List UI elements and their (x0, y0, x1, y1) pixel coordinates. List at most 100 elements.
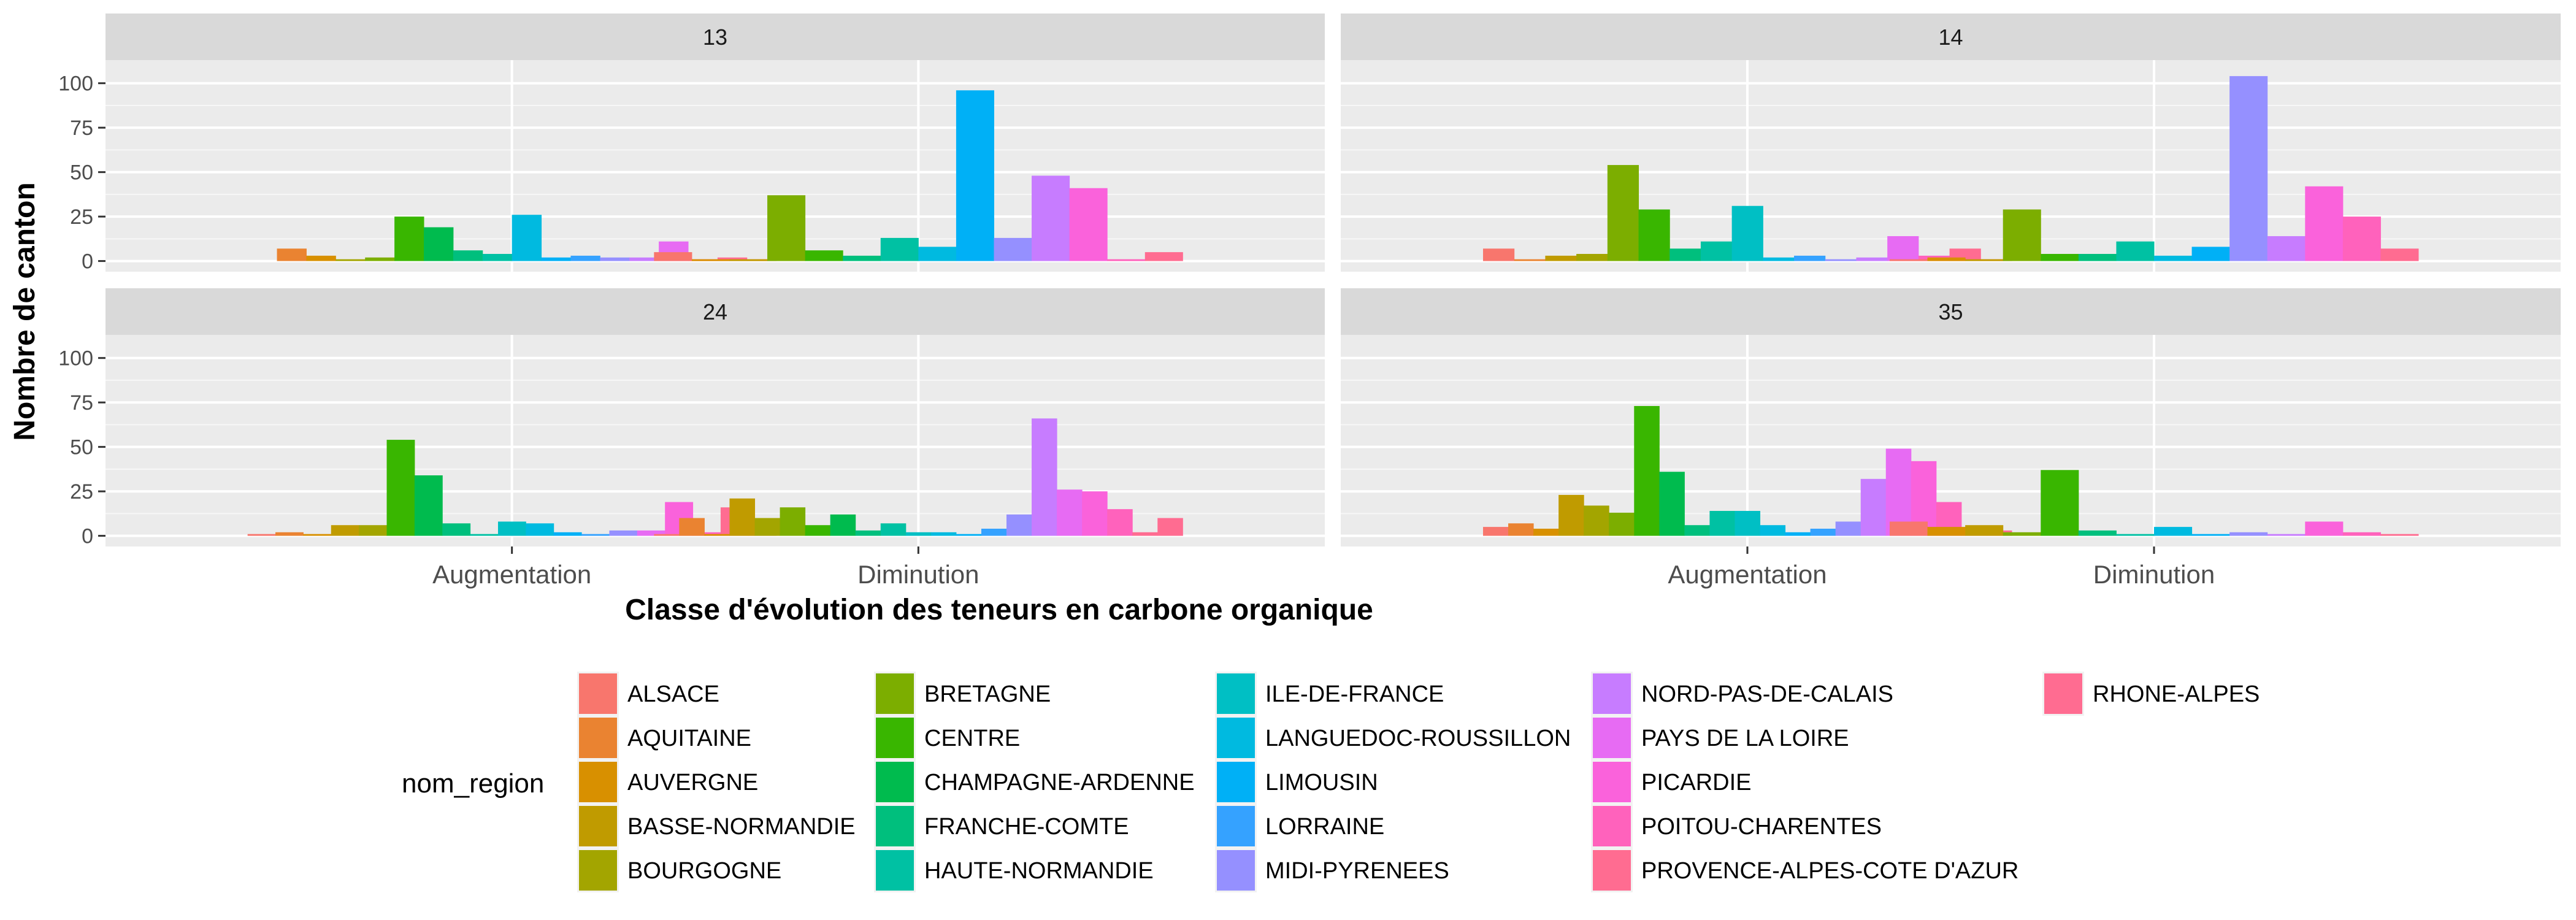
bar (2229, 76, 2268, 261)
bar (1508, 523, 1534, 536)
legend-title: nom_region (402, 769, 544, 799)
bar (1483, 248, 1515, 261)
bar (2041, 470, 2079, 536)
bar (1634, 405, 1660, 536)
bar (2342, 217, 2381, 261)
bar (1558, 494, 1584, 536)
legend-entry: ILE-DE-FRANCE (1215, 672, 1444, 716)
bar (704, 534, 730, 536)
legend-label: MIDI-PYRENEES (1265, 858, 1449, 884)
legend-label: PICARDIE (1641, 770, 1751, 795)
bar (570, 255, 600, 261)
legend-swatch (876, 762, 914, 802)
bar (2078, 254, 2117, 261)
bar (1887, 236, 1919, 261)
legend-swatch (579, 850, 617, 891)
bar (470, 534, 499, 536)
bar (1794, 255, 1826, 261)
bar (1659, 472, 1685, 536)
bar (600, 257, 630, 261)
bar (2305, 521, 2344, 536)
legend-label: CENTRE (924, 726, 1020, 751)
bar (2342, 532, 2381, 536)
bar (780, 507, 806, 536)
bar (930, 532, 957, 536)
bar (2191, 534, 2230, 536)
bar (1032, 175, 1070, 261)
legend-label: BASSE-NORMANDIE (627, 814, 856, 840)
facet-strip-label: 14 (1938, 25, 1963, 50)
legend-entry: CHAMPAGNE-ARDENNE (874, 760, 1195, 804)
legend-label: LANGUEDOC-ROUSSILLON (1265, 726, 1571, 751)
bar (691, 259, 730, 261)
legend-entry: PROVENCE-ALPES-COTE D'AZUR (1591, 848, 2018, 892)
bar (1965, 525, 2004, 536)
bar (637, 530, 665, 536)
bar (1927, 527, 1966, 536)
legend: nom_region ALSACE AQUITAINE AUVERGNE BASSE-… (402, 672, 2260, 892)
y-tick-label: 0 (82, 525, 93, 548)
y-axis-title: Nombre de canton (9, 182, 41, 440)
legend-entry: LANGUEDOC-ROUSSILLON (1215, 716, 1571, 760)
bar (2267, 534, 2306, 536)
bar (1700, 241, 1733, 261)
legend-swatch (1217, 673, 1255, 714)
bar (482, 254, 513, 261)
bar (497, 521, 526, 536)
bar (2267, 236, 2306, 261)
bar (1835, 521, 1861, 536)
bar (1927, 257, 1966, 261)
bar (414, 475, 443, 536)
bar (335, 259, 366, 261)
bar (1545, 255, 1577, 261)
bar (654, 252, 692, 261)
facet-strip-label: 24 (703, 299, 727, 324)
bar (1860, 478, 1887, 536)
bar (2380, 534, 2419, 536)
x-tick-label: Augmentation (1668, 560, 1827, 589)
legend-entry: HAUTE-NORMANDIE (874, 848, 1154, 892)
bar (512, 215, 542, 261)
bar (1157, 518, 1183, 536)
legend-label: BOURGOGNE (627, 858, 781, 884)
bar (1965, 259, 2004, 261)
bar (1032, 418, 1057, 536)
bar (994, 237, 1032, 261)
bar (1735, 511, 1761, 536)
bar (1763, 257, 1795, 261)
legend-label: NORD-PAS-DE-CALAIS (1641, 681, 1893, 707)
bar (275, 532, 304, 536)
bar (331, 525, 359, 536)
bar (654, 534, 680, 536)
bar (729, 498, 756, 536)
legend-label: BRETAGNE (924, 681, 1051, 707)
y-tick-label: 25 (70, 205, 93, 229)
legend-entry: NORD-PAS-DE-CALAIS (1591, 672, 1893, 716)
bar (956, 534, 982, 536)
bar (1785, 532, 1811, 536)
bar (805, 250, 843, 261)
legend-swatch (1593, 762, 1631, 802)
bar (1810, 529, 1836, 536)
legend-swatch (579, 673, 617, 714)
legend-label: LORRAINE (1265, 814, 1384, 840)
legend-entry: BRETAGNE (874, 672, 1051, 716)
bar (729, 259, 768, 261)
legend-entry: RHONE-ALPES (2042, 672, 2260, 716)
bar (303, 534, 332, 536)
bar (424, 227, 454, 261)
bar (1856, 257, 1888, 261)
legend-swatch (1593, 673, 1631, 714)
legend-label: LIMOUSIN (1265, 770, 1378, 795)
legend-entry: LORRAINE (1215, 804, 1384, 848)
y-tick-label: 100 (58, 347, 93, 370)
bar (609, 530, 638, 536)
facet-strip (1341, 288, 2561, 335)
legend-swatch (579, 806, 617, 846)
y-tick-label: 75 (70, 391, 93, 415)
bar (2041, 254, 2079, 261)
bar (1684, 525, 1710, 536)
bar (1132, 532, 1158, 536)
bar (2154, 527, 2193, 536)
bar (843, 255, 881, 261)
